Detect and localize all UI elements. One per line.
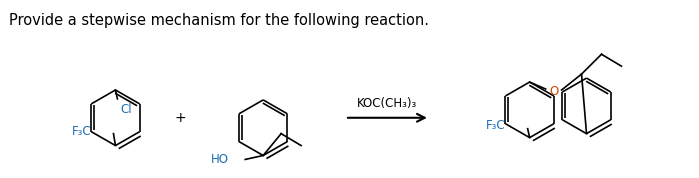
Text: KOC(CH₃)₃: KOC(CH₃)₃ bbox=[357, 97, 417, 110]
Text: Provide a stepwise mechanism for the following reaction.: Provide a stepwise mechanism for the fol… bbox=[8, 13, 428, 28]
Text: +: + bbox=[175, 111, 186, 125]
Text: F₃C: F₃C bbox=[72, 125, 92, 138]
Text: F₃C: F₃C bbox=[486, 119, 505, 132]
Text: O: O bbox=[549, 85, 559, 98]
Text: Cl: Cl bbox=[120, 103, 132, 116]
Text: HO: HO bbox=[211, 153, 229, 166]
